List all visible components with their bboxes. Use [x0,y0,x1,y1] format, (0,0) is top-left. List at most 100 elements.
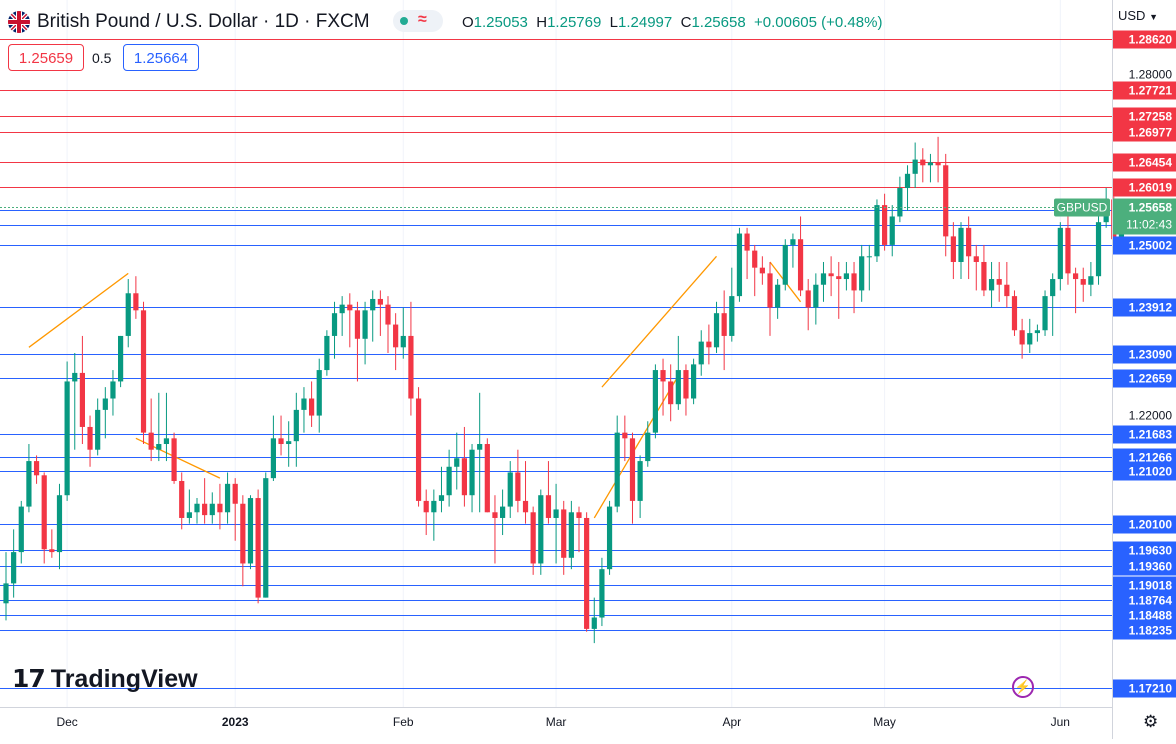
candle-body [263,478,269,598]
price-level-label: 1.20100 [1129,518,1173,532]
trendline [593,375,679,519]
candle-body [347,304,353,311]
candle [775,279,781,319]
candle-body [309,398,315,416]
candle [370,290,376,342]
gear-icon[interactable]: ⚙ [1143,712,1159,731]
candle-body [95,409,101,450]
current-price-label: 1.25658 [1129,201,1173,215]
countdown-label: 11:02:43 [1126,218,1172,232]
time-tick-label: Feb [393,715,414,729]
candle [148,398,154,462]
candle-body [767,273,773,308]
candle [790,233,796,268]
price-level-label-background [1113,606,1176,625]
candle-body [255,498,261,598]
candle-body [492,512,498,518]
price-level-label-background [1113,123,1176,142]
candle-body [836,276,842,280]
candle [492,495,498,564]
sell-button[interactable]: 1.25659 [8,44,84,71]
candle-body [41,475,47,550]
candle-body [859,256,865,291]
candle-body [927,162,934,166]
time-axis[interactable]: Dec 2023 Feb Mar Apr May Jun [56,715,1070,729]
high-label: H [536,14,548,31]
candle [95,398,101,456]
candle [72,353,78,450]
candle [568,500,574,570]
tradingview-logo-icon: 17 [12,664,46,693]
tradingview-logo[interactable]: 17 TradingView [12,664,198,694]
candle-body [209,503,215,516]
candle-body [461,458,467,496]
price-level-label-background [1113,153,1176,172]
candle [415,387,422,507]
candle-body [553,509,559,518]
price-level-label-background [1113,369,1176,388]
candle [316,358,322,433]
time-tick-label: Jun [1051,715,1070,729]
price-level-label-background [1113,448,1176,467]
price-axis[interactable]: 1.28620 1.27721 1.27258 1.26977 1.26454 1.260… [1113,30,1176,698]
price-level-label: 1.22659 [1129,372,1173,386]
chevron-down-icon: ▼ [1149,12,1158,22]
candle [1088,261,1094,297]
candle [675,335,681,410]
candle-body [270,438,276,479]
candle [26,444,32,513]
candle-body [874,205,880,257]
candle-body [49,549,55,553]
candle [1073,267,1079,314]
candle [1019,318,1025,359]
candle-body [530,512,536,564]
candle [263,472,269,598]
candle [1065,216,1071,285]
candle [56,483,63,570]
candle-body [224,483,231,513]
candle-body [1034,330,1040,334]
candle [973,244,979,291]
candle-body [477,444,483,450]
candle-body [179,480,185,518]
candle-body [446,466,452,496]
price-level-label-background [1113,591,1176,610]
symbol-title[interactable]: British Pound / U.S. Dollar · 1D · FXCM [37,11,370,32]
buy-button[interactable]: 1.25664 [123,44,199,71]
candle [920,148,926,183]
candle [156,392,162,462]
trendline [601,255,718,388]
candle [1057,222,1063,291]
candle-body [675,370,681,405]
price-level-label-background [1113,462,1176,481]
candle [469,444,475,513]
candle-body [645,432,651,462]
candle [706,324,712,365]
candle [186,489,192,524]
candle [18,500,24,564]
candle-body [438,495,445,501]
candle [981,244,987,297]
price-level-label: 1.18488 [1129,609,1173,623]
candle-body [247,498,254,564]
candle-body [469,449,475,496]
candle-body [683,370,689,399]
candle-body [637,461,643,501]
candle-body [1019,330,1025,345]
candle-body [614,432,620,507]
price-level-label: 1.19360 [1129,560,1173,574]
price-level-label: 1.26977 [1129,126,1173,140]
candle-body [706,341,712,348]
candle-body [125,293,131,336]
candle [11,529,17,598]
candle-body [668,381,674,405]
candle [622,415,628,462]
candle [668,364,674,422]
candle [797,216,804,297]
currency-selector[interactable]: USD ▼ [1118,8,1158,23]
lightning-icon[interactable]: ⚡ [1012,676,1034,698]
market-status-badge[interactable]: ≈ [393,10,443,32]
candle [889,205,895,257]
